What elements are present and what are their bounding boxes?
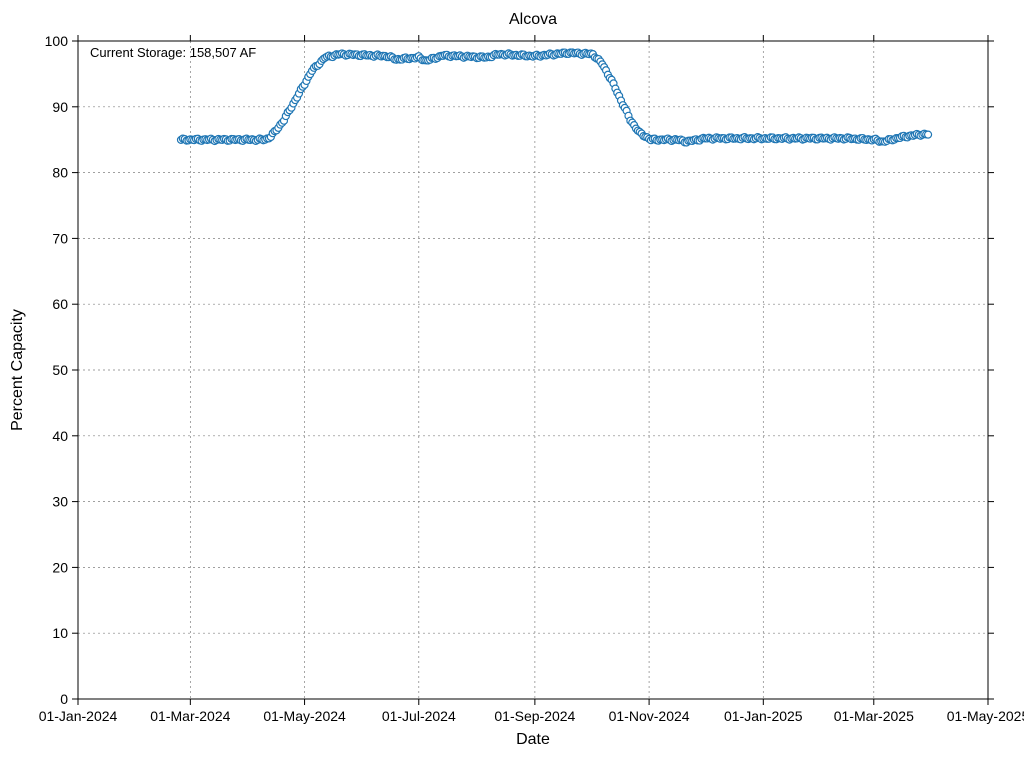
x-tick-label: 01-Nov-2024 (609, 708, 690, 724)
y-tick-label: 10 (52, 625, 68, 641)
y-tick-label: 50 (52, 362, 68, 378)
chart-svg: 0 10 20 30 40 50 60 70 80 90 100 01-Jan-2024 01-Mar-… (0, 0, 1024, 768)
current-storage-annotation: Current Storage: 158,507 AF (90, 45, 256, 60)
x-tick-label: 01-Jan-2024 (39, 708, 118, 724)
y-tick-label: 30 (52, 494, 68, 510)
x-axis-label: Date (516, 731, 550, 748)
y-tick-label: 100 (45, 33, 69, 49)
y-tick-label: 80 (52, 165, 68, 181)
y-tick-label: 70 (52, 230, 68, 246)
y-tick-label: 40 (52, 428, 68, 444)
x-tick-label: 01-Sep-2024 (494, 708, 575, 724)
x-tick-label: 01-Jan-2025 (724, 708, 803, 724)
y-axis-label: Percent Capacity (9, 309, 26, 431)
x-tick-label: 01-May-2024 (263, 708, 346, 724)
x-tick-label: 01-Jul-2024 (382, 708, 456, 724)
x-tick-label: 01-Mar-2024 (150, 708, 230, 724)
chart-title: Alcova (509, 11, 557, 28)
y-tick-label: 90 (52, 99, 68, 115)
x-tick-label: 01-May-2025 (947, 708, 1024, 724)
x-tick-label: 01-Mar-2025 (834, 708, 914, 724)
y-tick-label: 60 (52, 296, 68, 312)
y-tick-label: 0 (60, 691, 68, 707)
chart-background (0, 0, 1024, 768)
y-tick-label: 20 (52, 559, 68, 575)
chart-container: 0 10 20 30 40 50 60 70 80 90 100 01-Jan-2024 01-Mar-… (0, 0, 1024, 768)
